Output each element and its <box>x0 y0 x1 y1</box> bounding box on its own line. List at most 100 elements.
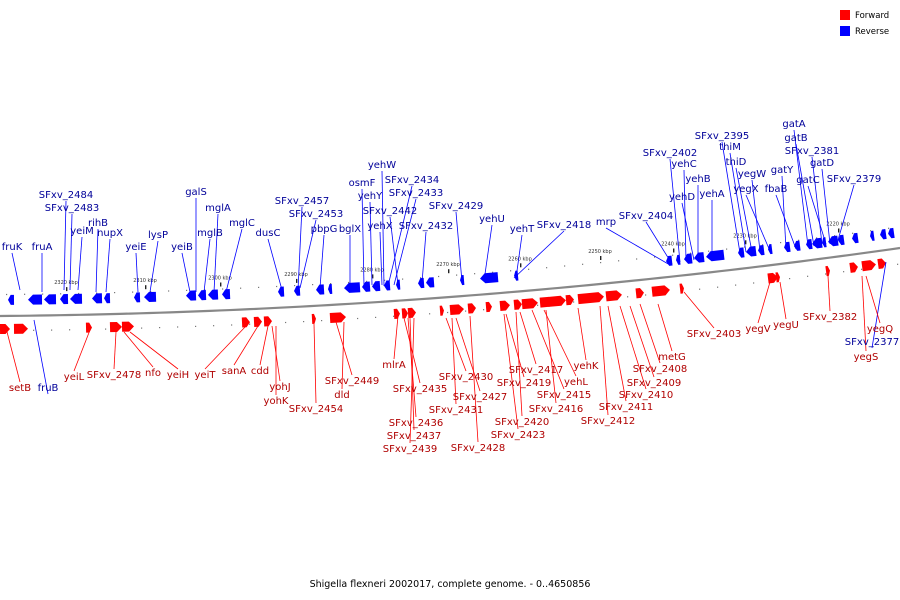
gene-leader-line <box>335 321 353 376</box>
reverse-gene-arrow <box>758 244 765 256</box>
gene-label: SFxv_2431 <box>429 405 483 416</box>
gene-label: SFxv_2410 <box>619 390 673 401</box>
gene-label: SFxv_2412 <box>581 416 635 427</box>
gene-leader-line <box>519 311 537 365</box>
gene-leader-line <box>775 194 797 250</box>
reverse-legend-label: Reverse <box>855 27 889 37</box>
guide-dot <box>492 271 494 273</box>
guide-dot <box>69 329 71 331</box>
axis-tick-mark <box>372 274 374 279</box>
gene-leader-line <box>445 317 467 372</box>
gene-label: SFxv_2377 <box>845 337 899 348</box>
gene-label: SFxv_2430 <box>439 372 493 383</box>
axis-tick-mark <box>66 287 68 292</box>
guide-dot <box>843 271 845 273</box>
forward-gene-arrow <box>253 316 262 327</box>
guide-dot <box>870 230 872 232</box>
gene-label: yehL <box>564 377 588 388</box>
gene-leader-line <box>821 168 831 245</box>
forward-gene-arrow <box>85 322 92 333</box>
gene-label: osmF <box>349 178 376 189</box>
gene-label: mlrA <box>382 360 406 371</box>
gene-leader-line <box>793 129 809 247</box>
guide-dot <box>249 323 251 325</box>
gene-label: yeiL <box>64 372 85 383</box>
gene-label: SFxv_2457 <box>275 196 329 207</box>
guide-dot <box>222 288 224 290</box>
guide-dot <box>357 317 359 320</box>
guide-dot <box>753 282 755 284</box>
reverse-gene-arrow <box>418 277 425 289</box>
guide-dot <box>780 242 782 244</box>
gene-label: SFxv_2381 <box>785 146 839 157</box>
guide-dot <box>582 263 584 265</box>
axis-tick-label: 2310 kbp <box>133 278 157 284</box>
axis-tick-mark <box>745 240 747 245</box>
gene-leader-line <box>505 313 525 378</box>
axis-tick-mark <box>600 256 602 260</box>
guide-dot <box>438 275 440 278</box>
gene-leader-line <box>149 240 159 293</box>
guide-dot <box>24 293 26 295</box>
forward-gene-arrow <box>861 260 876 272</box>
guide-dot <box>888 227 890 229</box>
gene-leader-line <box>607 305 627 402</box>
gene-leader-line <box>379 231 383 286</box>
guide-dot <box>465 310 467 312</box>
guide-dot <box>420 277 422 279</box>
gene-label: SFxv_2417 <box>509 365 563 376</box>
reverse-gene-arrow <box>812 237 823 249</box>
gene-label: SFxv_2415 <box>537 390 591 401</box>
gene-leader-line <box>865 275 881 324</box>
gene-leader-line <box>267 238 283 291</box>
guide-dot <box>456 274 458 276</box>
gene-label: dusC <box>256 228 281 239</box>
reverse-gene-arrow <box>222 289 231 300</box>
guide-dot <box>186 289 188 291</box>
gene-label: thiM <box>719 142 741 153</box>
axis-tick-mark <box>838 228 840 233</box>
gene-label: yehU <box>479 214 505 225</box>
gene-leader-line <box>503 313 519 430</box>
genome-caption: Shigella flexneri 2002017, complete geno… <box>310 579 591 590</box>
reverse-gene-arrow <box>828 235 839 247</box>
gene-label: dld <box>334 390 349 401</box>
gene-leader-line <box>721 141 741 254</box>
gene-leader-line <box>645 221 673 265</box>
forward-gene-arrow <box>263 316 272 327</box>
forward-gene-arrow <box>485 301 492 313</box>
gene-label: yehW <box>368 160 396 171</box>
gene-label: SFxv_2408 <box>633 364 687 375</box>
gene-label: cdd <box>251 366 269 377</box>
reverse-gene-arrow <box>44 294 57 305</box>
gene-label: fruK <box>2 242 23 253</box>
forward-gene-arrow <box>775 272 780 283</box>
gene-label: gatY <box>771 165 794 176</box>
gene-label: SFxv_2429 <box>429 201 483 212</box>
guide-dot <box>600 262 602 264</box>
gene-leader-line <box>629 305 655 378</box>
gene-leader-line <box>683 291 715 329</box>
guide-dot <box>447 311 449 314</box>
guide-dot <box>375 316 377 318</box>
guide-dot <box>132 291 134 293</box>
forward-gene-arrow <box>467 303 476 314</box>
axis-tick-label: 2260 kbp <box>508 256 532 262</box>
guide-dot <box>816 237 818 239</box>
guide-dot <box>735 284 737 286</box>
axis-tick-label: 2290 kbp <box>284 272 308 278</box>
reverse-legend-swatch <box>840 26 850 36</box>
gene-label: nupX <box>97 228 123 239</box>
guide-dot <box>312 284 314 286</box>
gene-leader-line <box>369 201 373 286</box>
gene-label: yeiT <box>195 370 217 381</box>
reverse-gene-arrow <box>888 227 895 239</box>
gene-leader-line <box>455 211 463 283</box>
guide-dot <box>690 252 692 254</box>
reverse-gene-arrow <box>294 285 301 296</box>
gene-label: rihB <box>88 218 108 229</box>
gene-label: SFxv_2478 <box>87 370 141 381</box>
gene-leader-line <box>204 325 247 370</box>
guide-dot <box>852 232 854 234</box>
guide-dot <box>645 294 647 296</box>
